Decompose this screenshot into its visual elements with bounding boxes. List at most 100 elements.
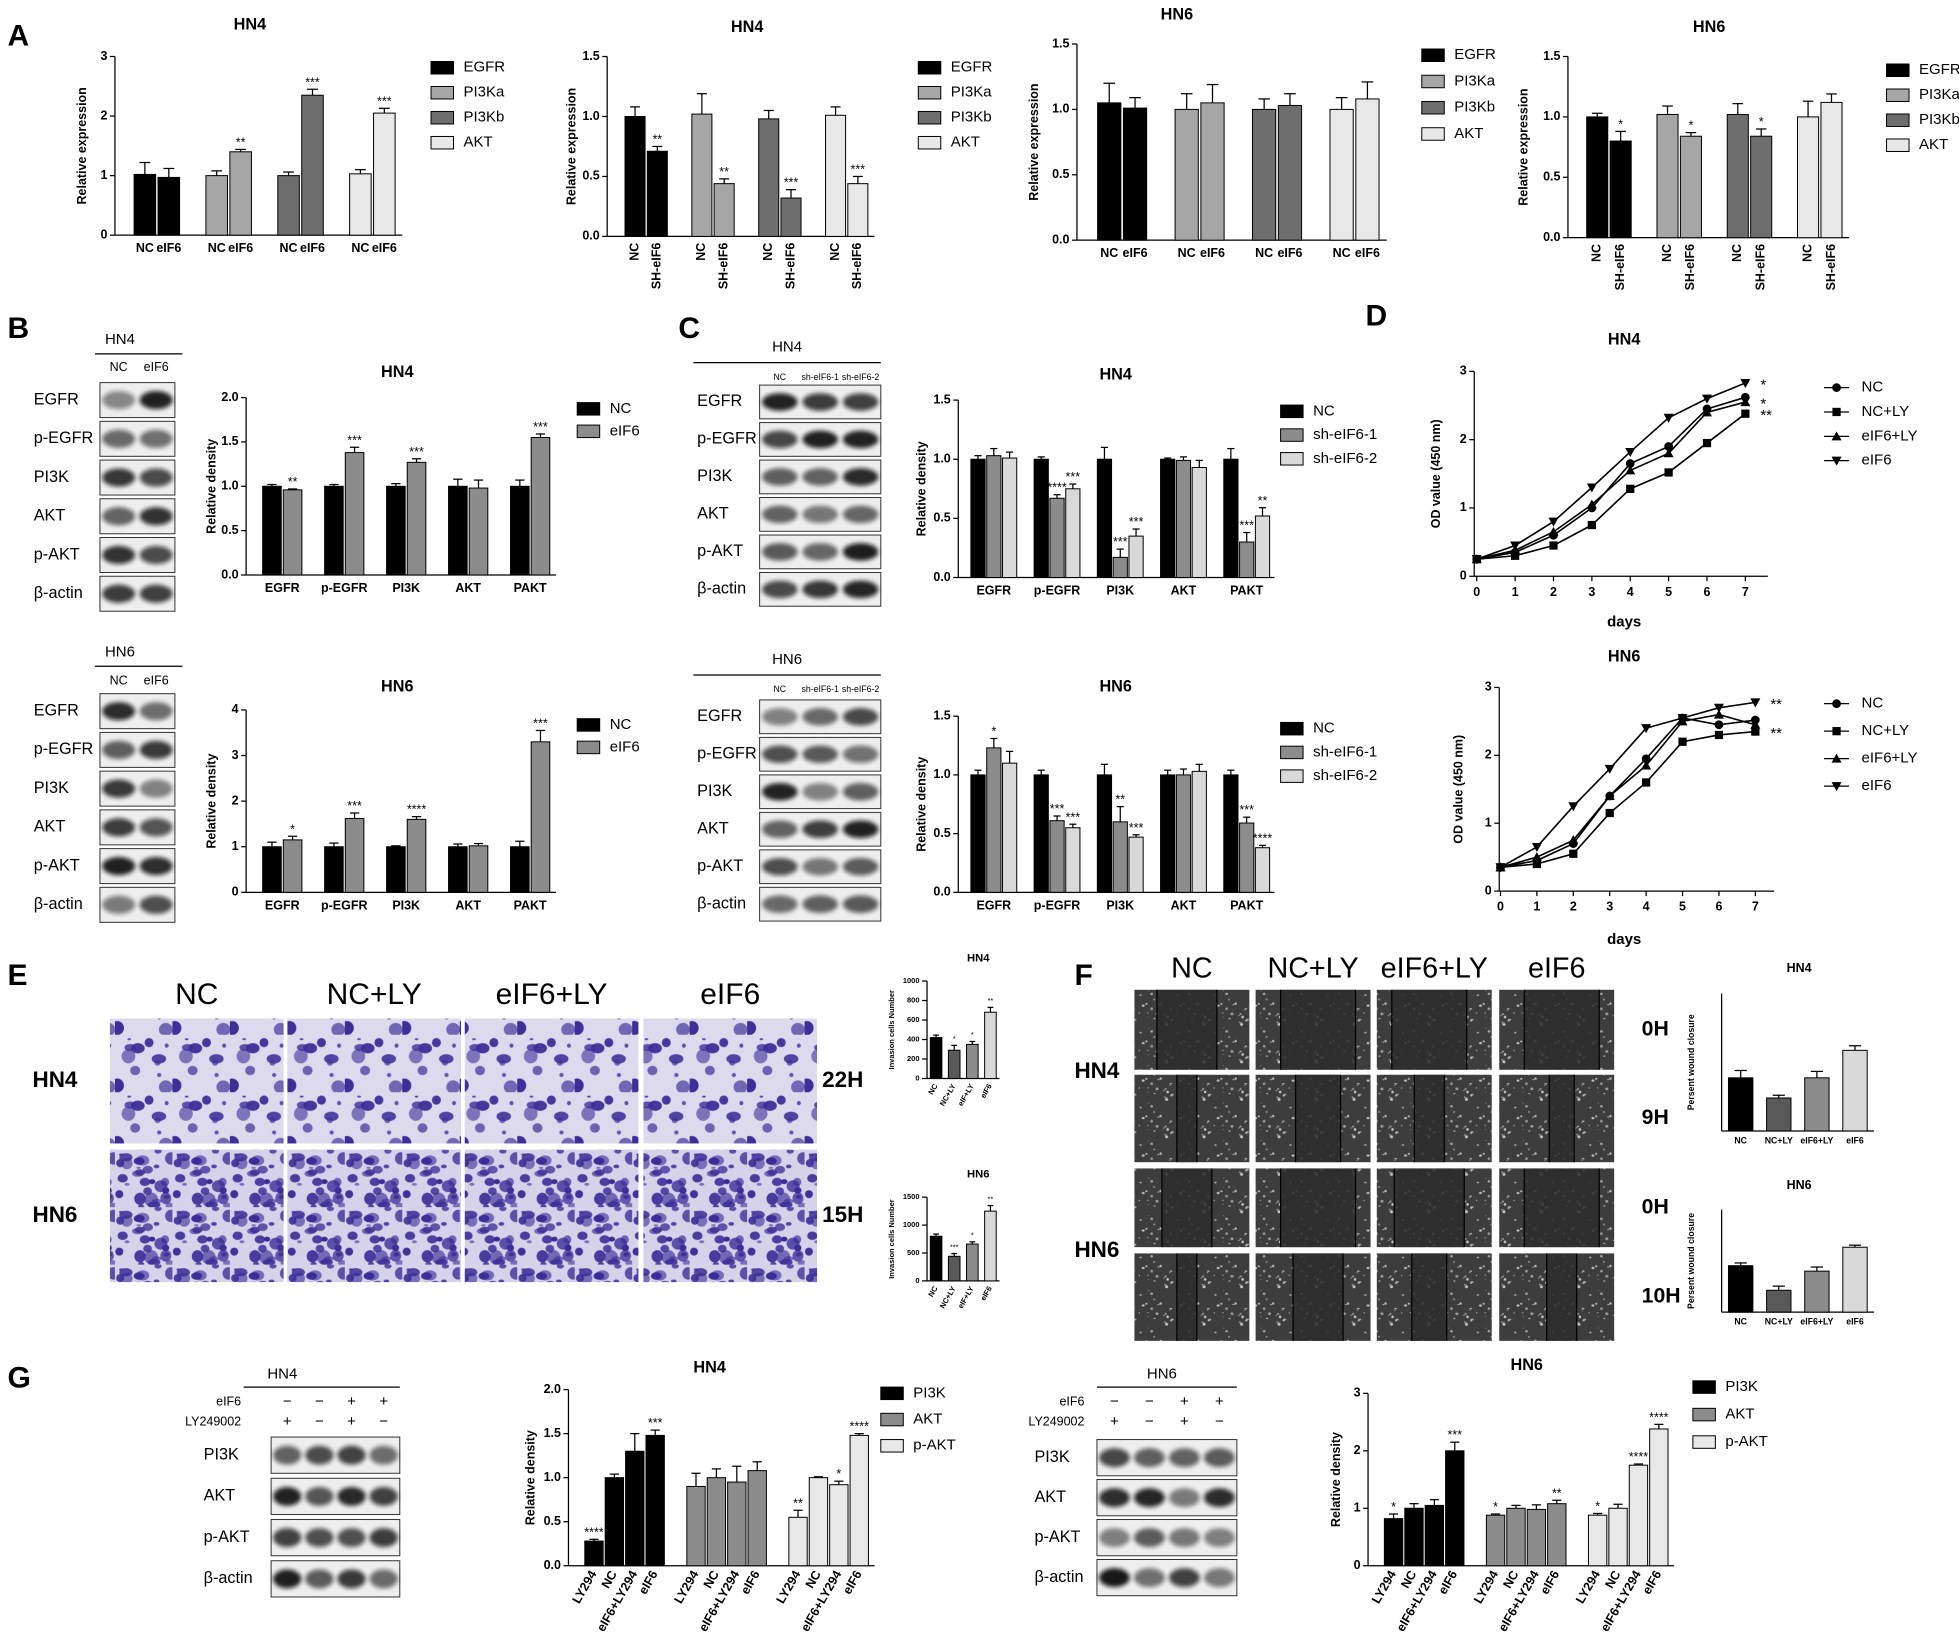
legend-label: NC+LY	[1862, 722, 1910, 739]
legend-swatch	[1886, 88, 1910, 102]
blot-band	[802, 895, 838, 913]
blot-band	[102, 702, 136, 721]
bar	[706, 1477, 727, 1567]
bar	[1355, 98, 1380, 241]
chart-title: HN6	[1693, 18, 1725, 36]
marker	[1741, 409, 1750, 418]
y-axis-label: OD value (450 nm)	[1452, 735, 1466, 844]
marker	[1740, 397, 1751, 407]
y-tick-label: 1.0	[933, 767, 950, 781]
blot-row-label: EGFR	[697, 392, 742, 410]
lane-label: eIF6	[144, 360, 169, 374]
wound-gap	[1414, 1074, 1445, 1163]
lane-label: sh-eIF6-2	[842, 372, 880, 382]
bar	[849, 1434, 869, 1567]
marker	[1701, 407, 1712, 417]
x-tick-label: SH-eIF6	[1824, 244, 1838, 291]
x-tick-label: 3	[1588, 585, 1595, 599]
significance: ***	[347, 433, 362, 447]
legend-label: eIF6	[610, 738, 640, 755]
y-axis-label: Relative density	[914, 757, 928, 852]
series-line	[1500, 713, 1756, 869]
x-tick-label: SH-eIF6	[1683, 244, 1697, 291]
significance: *	[991, 725, 996, 739]
wound-gap	[1156, 989, 1217, 1070]
x-tick-label: eIF6	[1355, 246, 1380, 260]
legend-label: AKT	[913, 1411, 942, 1428]
legend-swatch	[1692, 1407, 1716, 1422]
bar	[947, 1049, 961, 1079]
bar	[1160, 458, 1176, 578]
bar	[1191, 770, 1207, 893]
legend-swatch	[1692, 1435, 1716, 1449]
marker	[1587, 520, 1596, 530]
x-tick-label: LY294	[1471, 1568, 1501, 1606]
y-tick-label: 4	[232, 702, 239, 716]
wound-gap	[1549, 1074, 1575, 1163]
significance: **	[1770, 696, 1782, 713]
bar	[1175, 774, 1192, 893]
panel-label: D	[1366, 300, 1388, 333]
x-tick-label: p-EGFR	[321, 581, 367, 595]
blot-row-label: AKT	[697, 820, 729, 838]
marker	[1702, 438, 1712, 448]
wound-gap	[1280, 1168, 1356, 1248]
x-tick-label: NC	[1730, 244, 1744, 262]
x-tick-label: SH-eIF6	[850, 243, 864, 290]
significance: *	[1595, 1499, 1600, 1513]
bar	[1002, 457, 1018, 578]
bar	[1033, 774, 1049, 893]
bar	[1804, 1077, 1830, 1132]
y-axis-label: Relative density	[914, 441, 928, 536]
blot-band	[369, 1528, 398, 1548]
legend-label: NC	[1313, 402, 1335, 419]
blot-band	[139, 429, 173, 448]
x-tick-label: 7	[1742, 585, 1749, 599]
bar	[1679, 135, 1702, 239]
bar	[1096, 774, 1113, 893]
time-label: 10H	[1642, 1285, 1681, 1308]
x-tick-label: NC	[1734, 1135, 1747, 1145]
wound-gap	[1394, 1168, 1465, 1248]
x-tick-label: LY294	[1573, 1568, 1603, 1606]
x-tick-label: NC	[1100, 246, 1118, 260]
panel-label: A	[7, 20, 29, 53]
y-tick-label: 1.0	[1052, 102, 1069, 116]
bar	[984, 1011, 997, 1079]
legend-swatch	[576, 740, 601, 755]
blot-row-label: PI3K	[34, 468, 69, 486]
bar	[1254, 515, 1271, 578]
bar	[1065, 488, 1081, 578]
blot-band	[1099, 1528, 1130, 1548]
blot-band	[369, 1486, 398, 1506]
marker	[1604, 791, 1615, 801]
bar	[970, 458, 986, 578]
legend-label: AKT	[464, 134, 493, 151]
lane-label: sh-eIF6-1	[802, 684, 840, 694]
x-tick-label: NC+LY	[1765, 1316, 1793, 1326]
row-label: HN6	[32, 1202, 77, 1227]
legend-label: p-AKT	[913, 1437, 955, 1454]
chart-title: HN4	[1608, 330, 1640, 348]
x-tick-label: 2	[1550, 585, 1557, 599]
bar	[1587, 1514, 1608, 1567]
y-tick-label: 0	[100, 227, 107, 241]
significance: ****	[1649, 1410, 1669, 1424]
bar	[986, 747, 1002, 893]
significance: **	[652, 133, 662, 147]
legend-label: AKT	[951, 134, 980, 151]
y-tick-label: 0	[1485, 883, 1492, 897]
bar	[686, 1485, 706, 1567]
blot-title: HN4	[772, 339, 802, 356]
series-line	[1476, 401, 1746, 560]
blot-row-label: PI3K	[697, 782, 732, 800]
condition-mark: −	[283, 1393, 292, 1410]
marker	[1605, 808, 1614, 818]
blot-band	[102, 507, 136, 526]
bar	[324, 485, 344, 576]
x-tick-label: p-EGFR	[321, 898, 367, 912]
micrograph	[643, 1149, 818, 1283]
bar	[1424, 1504, 1445, 1567]
y-tick-label: 400	[907, 1034, 920, 1043]
y-axis-label: Invasion cells Number	[887, 990, 896, 1070]
